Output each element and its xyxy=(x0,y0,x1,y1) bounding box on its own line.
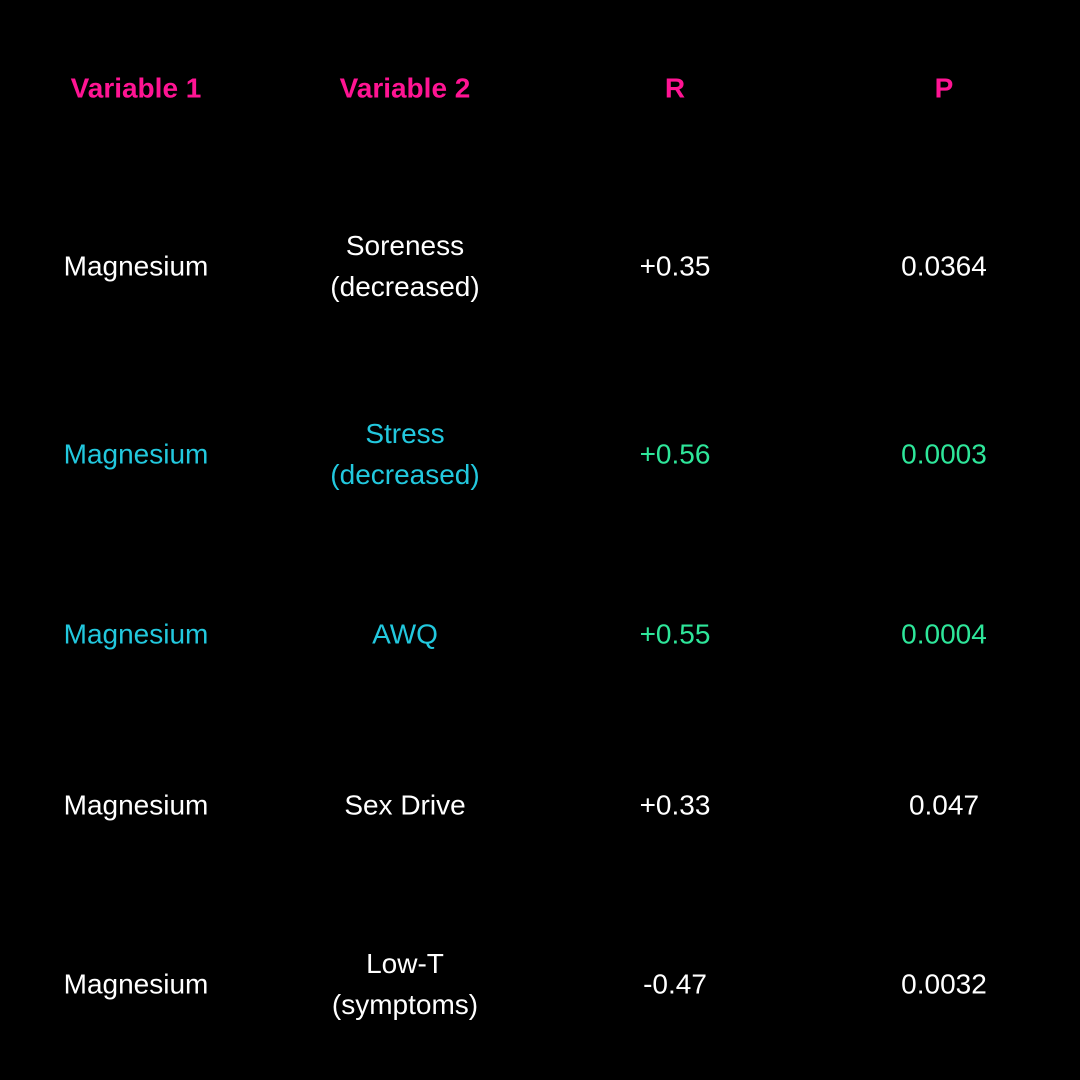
table-cell: Magnesium xyxy=(63,438,209,470)
header-cell: Variable 1 xyxy=(70,72,202,104)
table-cell: Soreness (decreased) xyxy=(330,230,480,302)
table-cell: Magnesium xyxy=(63,789,209,821)
table-cell: Sex Drive xyxy=(344,789,466,821)
table-cell: 0.0004 xyxy=(901,618,987,650)
table-cell: 0.0003 xyxy=(901,438,987,470)
table-cell: 0.0032 xyxy=(901,968,987,1000)
table-cell: Stress (decreased) xyxy=(330,418,480,490)
table-cell: Magnesium xyxy=(63,618,209,650)
table-cell: Low-T (symptoms) xyxy=(331,948,479,1020)
table-cell: +0.55 xyxy=(639,618,711,650)
header-cell: P xyxy=(934,72,954,104)
table-cell: Magnesium xyxy=(63,250,209,282)
table-cell: Magnesium xyxy=(63,968,209,1000)
table-cell: 0.047 xyxy=(908,789,980,821)
table-cell: +0.35 xyxy=(639,250,711,282)
header-cell: R xyxy=(664,72,686,104)
header-cell: Variable 2 xyxy=(339,72,471,104)
table-cell: -0.47 xyxy=(643,968,707,1000)
table-cell: 0.0364 xyxy=(901,250,987,282)
table-cell: +0.33 xyxy=(639,789,711,821)
table-cell: +0.56 xyxy=(639,438,711,470)
table-cell: AWQ xyxy=(372,618,438,650)
